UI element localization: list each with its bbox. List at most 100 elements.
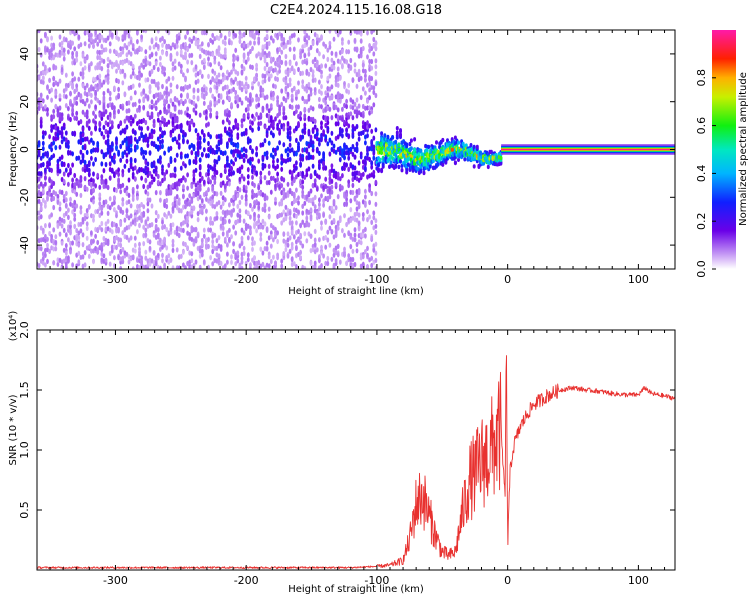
spectrogram-cell — [336, 225, 340, 231]
spectrogram-cell — [292, 46, 296, 52]
spectrogram-cell — [62, 212, 66, 218]
spectrogram-cell — [182, 72, 185, 78]
spectrogram-cell — [303, 37, 307, 43]
spectrogram-cell — [175, 97, 179, 103]
spectrogram-cell — [50, 212, 53, 218]
spectrogram-cell — [251, 113, 254, 119]
spectrogram-cell — [211, 76, 215, 82]
spectrogram-cell — [305, 172, 309, 178]
spectrogram-cell — [60, 223, 64, 229]
spectrogram-cell — [351, 143, 355, 150]
spectrogram-cell — [318, 237, 321, 243]
spectrogram-cell — [79, 221, 83, 227]
spectrogram-cell — [163, 224, 167, 230]
spectrogram-cell — [41, 188, 45, 194]
spectrogram-cell — [265, 246, 269, 252]
spectrogram-cell — [427, 144, 431, 150]
spectrogram-cell — [290, 170, 294, 176]
spectrogram-cell — [121, 209, 125, 215]
spectrogram-cell — [182, 86, 185, 92]
spectrogram-cell — [58, 206, 62, 212]
spectrogram-cell — [349, 97, 353, 103]
spectrogram-cell — [54, 52, 58, 58]
spectrogram-cell — [345, 260, 348, 266]
spectrogram-cell — [311, 200, 315, 207]
colorbar-gradient — [712, 30, 736, 269]
spectrogram-cell — [102, 47, 106, 53]
spectrogram-cell — [198, 203, 202, 209]
spectrogram-cell — [98, 73, 102, 79]
spectrogram-cell — [261, 92, 265, 98]
spectrogram-cell — [359, 240, 363, 246]
spectrogram-cell — [332, 247, 336, 253]
spectrogram-cell — [341, 173, 344, 179]
spectrogram-cell — [106, 141, 110, 147]
spectrogram-cell — [361, 216, 365, 222]
spectrogram-cell — [330, 189, 334, 195]
spectrogram-cell — [213, 179, 217, 185]
spectrogram-cell — [81, 83, 85, 89]
spectrogram-cell — [351, 262, 355, 268]
spectrogram-cell — [309, 213, 313, 220]
spectrogram-cell — [198, 178, 202, 184]
spectrogram-cell — [366, 155, 369, 161]
spectrogram-cell — [83, 101, 87, 107]
spectrogram-cell — [39, 258, 43, 264]
spectrogram-cell — [104, 77, 108, 83]
spectrogram-cell — [219, 149, 223, 156]
spectrogram-cell — [87, 91, 91, 97]
spectrogram-cell — [156, 264, 160, 269]
spectrogram-cell — [37, 245, 41, 251]
spectrogram-cell — [44, 167, 47, 173]
spectrogram-cell — [272, 159, 275, 165]
spectrogram-cell — [364, 121, 367, 127]
spectrogram-cell — [83, 176, 87, 182]
spectrogram-cell — [142, 30, 146, 33]
spectrogram-cell — [202, 87, 206, 93]
spectrogram-cell — [77, 242, 81, 248]
spectrogram-cell — [284, 215, 288, 222]
spectrogram-cell — [102, 58, 106, 64]
spectrogram-cell — [186, 214, 190, 220]
spectrogram-cell — [215, 110, 219, 116]
spectrogram-cell — [309, 138, 313, 144]
spectrogram-cell — [127, 108, 131, 114]
spectrogram-cell — [299, 170, 302, 177]
spectrogram-cell — [92, 213, 95, 219]
spectrogram-cell — [167, 162, 171, 168]
spectrogram-cell — [324, 122, 328, 128]
spectrogram-cell — [50, 42, 53, 48]
spectrogram-cell — [161, 69, 164, 75]
spectrogram-cell — [326, 260, 330, 267]
spectrogram-cell — [131, 118, 135, 124]
spectrogram-cell — [123, 163, 127, 169]
spectrogram-cell — [83, 250, 87, 256]
spectrogram-cell — [207, 153, 210, 159]
spectrogram-cell — [307, 209, 311, 215]
spectrogram-cell — [232, 62, 236, 68]
spectrogram-cell — [110, 167, 114, 173]
spectrogram-cell — [234, 261, 238, 267]
spectrogram-cell — [357, 68, 361, 74]
spectrogram-cell — [301, 264, 305, 269]
spectrogram-cell — [255, 192, 258, 198]
spectrogram-cell — [347, 123, 351, 129]
spectrogram-cell — [179, 98, 183, 104]
spectrogram-cell — [297, 200, 300, 206]
spectrogram-cell — [347, 63, 351, 69]
spectrogram-cell — [77, 250, 81, 256]
spectrogram-cell — [215, 159, 219, 165]
spectrogram-cell — [349, 65, 353, 71]
spectrogram-cell — [217, 253, 221, 259]
spectrogram-cell — [167, 184, 171, 190]
spectrogram-cell — [364, 90, 367, 96]
spectrogram-cell — [286, 134, 290, 140]
spectrogram-cell — [336, 58, 340, 64]
spectrogram-cell — [60, 115, 64, 121]
spectrogram-cell — [190, 52, 194, 58]
spectrogram-cell — [60, 126, 64, 132]
spectrogram-cell — [261, 79, 265, 85]
spectrogram-cell — [230, 254, 233, 260]
spectrogram-cell — [303, 98, 307, 105]
spectrogram-cell — [85, 186, 89, 192]
